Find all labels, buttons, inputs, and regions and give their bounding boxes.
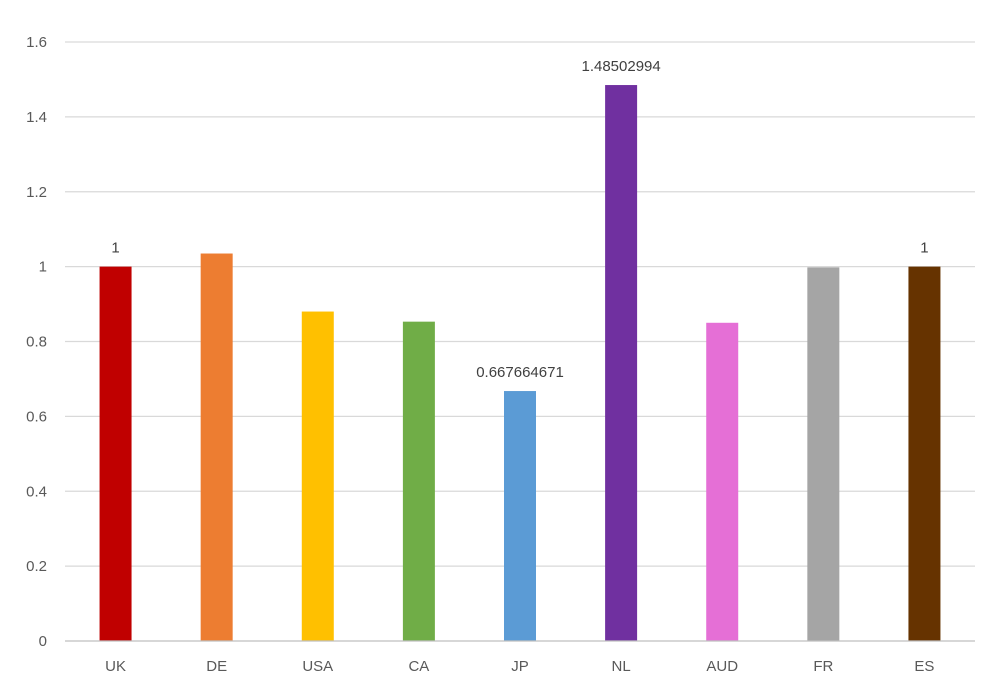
y-tick-label: 0.4 xyxy=(26,483,47,500)
data-label: 1.48502994 xyxy=(581,58,660,75)
bar-es xyxy=(908,266,941,641)
y-tick-label: 0.6 xyxy=(26,408,47,425)
data-label: 1 xyxy=(111,240,119,257)
x-axis-category-labels: UK DE USA CA JP NL AUD FR ES xyxy=(105,658,934,675)
bar-fr xyxy=(807,267,840,641)
bar-usa xyxy=(301,311,334,641)
x-category-label: ES xyxy=(914,658,934,675)
x-category-label: FR xyxy=(813,658,833,675)
data-labels: 1 0.667664671 1.48502994 1 xyxy=(111,58,928,381)
y-tick-label: 1.6 xyxy=(26,34,47,51)
x-category-label: UK xyxy=(105,658,126,675)
x-category-label: JP xyxy=(511,658,529,675)
x-category-label: AUD xyxy=(706,658,738,675)
x-category-label: USA xyxy=(302,658,333,675)
y-tick-label: 0 xyxy=(39,633,47,650)
y-tick-label: 1.2 xyxy=(26,184,47,201)
bar-ca xyxy=(402,321,435,641)
bar-uk xyxy=(99,266,132,641)
data-label: 0.667664671 xyxy=(476,364,564,381)
y-tick-label: 1.4 xyxy=(26,109,47,126)
y-tick-label: 0.2 xyxy=(26,558,47,575)
bar-jp xyxy=(504,391,536,641)
y-axis-tick-labels: 0 0.2 0.4 0.6 0.8 1 1.2 1.4 1.6 xyxy=(26,34,47,650)
y-tick-label: 0.8 xyxy=(26,334,47,351)
y-tick-label: 1 xyxy=(39,259,47,276)
data-label: 1 xyxy=(920,240,928,257)
bars xyxy=(99,85,941,641)
x-category-label: NL xyxy=(612,658,631,675)
bar-nl xyxy=(605,85,638,641)
bar-aud xyxy=(706,322,739,641)
x-category-label: DE xyxy=(206,658,227,675)
bar-de xyxy=(200,253,233,641)
x-category-label: CA xyxy=(408,658,429,675)
